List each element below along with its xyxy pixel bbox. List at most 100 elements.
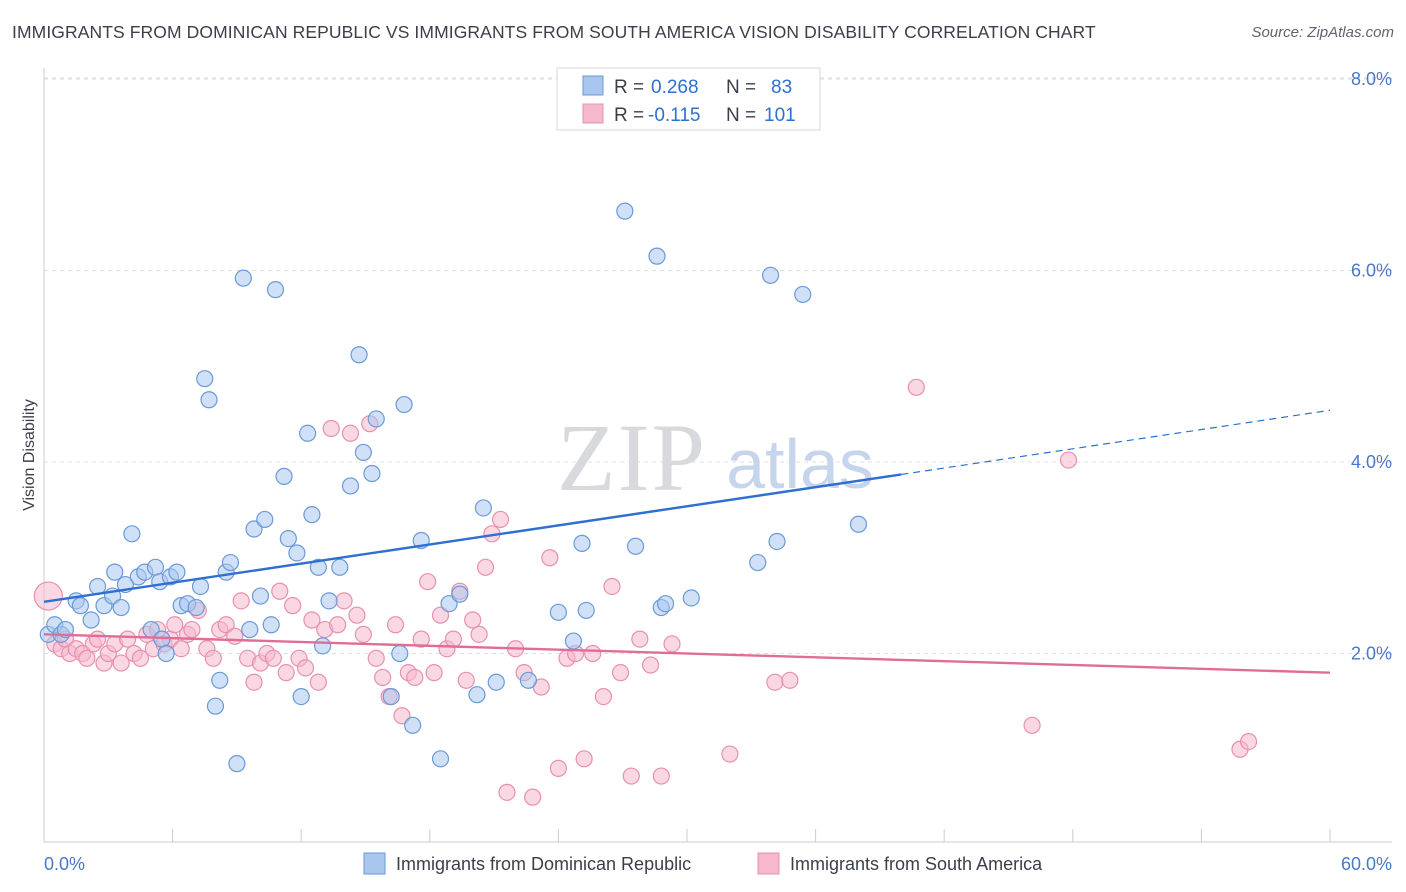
south-america-point-85 xyxy=(603,577,621,596)
dominican-point-5 xyxy=(71,597,90,615)
south-america-point-23 xyxy=(172,640,190,658)
dominican-point-52 xyxy=(350,346,368,364)
dominican-point-53 xyxy=(354,443,372,462)
dominican-point-69 xyxy=(564,632,583,650)
south-america-point-79 xyxy=(549,759,568,778)
dominican-point-10 xyxy=(106,563,124,581)
south-america-point-16 xyxy=(131,649,150,667)
south-america-point-89 xyxy=(641,656,660,674)
south-america-point-43 xyxy=(303,611,321,629)
south-america-point-22 xyxy=(166,616,184,634)
south-america-point-56 xyxy=(386,616,405,634)
dominican-point-30 xyxy=(211,671,229,689)
dominican-point-40 xyxy=(266,281,285,299)
south-america-point-95 xyxy=(907,378,925,396)
dominican-point-41 xyxy=(275,467,293,485)
south-america-point-32 xyxy=(232,592,250,610)
dominican-point-77 xyxy=(682,589,700,607)
dominican-point-66 xyxy=(487,673,505,691)
south-america-point-39 xyxy=(277,664,295,682)
dominican-point-36 xyxy=(245,520,263,538)
legend-r-value-1: 0.268 xyxy=(651,77,699,98)
dominican-point-78 xyxy=(749,553,767,572)
dominican-point-63 xyxy=(451,585,469,603)
south-america-point-59 xyxy=(406,668,424,687)
south-america-point-92 xyxy=(721,745,739,763)
dominican-point-46 xyxy=(303,506,321,524)
south-america-point-50 xyxy=(348,606,366,624)
dominican-point-29 xyxy=(206,697,225,715)
south-america-point-94 xyxy=(781,671,799,689)
chart-source: Source: ZipAtlas.com xyxy=(1251,24,1394,41)
south-america-point-13 xyxy=(112,654,130,672)
south-america-point-7 xyxy=(78,649,96,667)
legend-swatch-blue xyxy=(582,75,604,96)
legend-r-label-1: R = xyxy=(614,77,644,98)
south-america-point-82 xyxy=(575,750,593,768)
y-tick-label-2: 2.0% xyxy=(1351,644,1392,664)
south-america-point-48 xyxy=(335,592,353,610)
bottom-legend-label-2: Immigrants from South America xyxy=(790,854,1043,874)
south-america-point-61 xyxy=(419,573,437,591)
south-america-point-78 xyxy=(541,549,559,567)
dominican-trend-extension xyxy=(901,409,1331,476)
dominican-point-38 xyxy=(256,510,274,529)
dominican-point-27 xyxy=(196,370,214,388)
y-tick-label-6: 6.0% xyxy=(1351,261,1392,281)
dominican-point-22 xyxy=(168,563,186,581)
south-america-point-97 xyxy=(1059,451,1078,469)
south-america-point-9 xyxy=(88,630,107,648)
dominican-point-6 xyxy=(82,611,100,629)
dominican-point-81 xyxy=(794,285,812,304)
south-america-point-46 xyxy=(322,419,340,438)
south-america-point-60 xyxy=(412,630,430,648)
south-america-point-44 xyxy=(309,673,327,691)
dominican-point-72 xyxy=(616,202,634,220)
trend-layer xyxy=(43,409,1331,674)
dominican-point-55 xyxy=(367,410,385,428)
y-tick-label-8: 8.0% xyxy=(1351,69,1392,89)
south-america-point-62 xyxy=(425,664,443,682)
south-america-point-63 xyxy=(431,606,450,624)
dominican-point-67 xyxy=(519,671,537,689)
south-america-point-42 xyxy=(296,659,315,677)
legend-n-value-2: 101 xyxy=(764,105,796,126)
dominican-point-73 xyxy=(626,537,645,555)
y-tick-label-4: 4.0% xyxy=(1351,452,1392,472)
dominican-point-42 xyxy=(279,529,297,548)
dominican-point-59 xyxy=(404,716,422,734)
legend-n-label-2: N = xyxy=(726,105,756,126)
dominican-point-61 xyxy=(431,750,450,768)
legend-r-label-2: R = xyxy=(614,105,644,126)
south-america-point-73 xyxy=(498,783,516,801)
dominican-point-64 xyxy=(468,686,486,704)
dominican-point-26 xyxy=(191,577,210,596)
south-america-point-38 xyxy=(271,582,289,600)
dominican-point-54 xyxy=(363,464,381,483)
dominican-point-39 xyxy=(262,616,280,634)
y-axis-label: Vision Disability xyxy=(21,399,38,511)
south-america-point-93 xyxy=(766,673,784,691)
south-america-point-68 xyxy=(464,611,482,629)
south-america-point-87 xyxy=(622,767,640,785)
south-america-point-57 xyxy=(393,707,411,725)
south-america-point-99 xyxy=(1239,732,1258,751)
south-america-point-65 xyxy=(444,630,462,648)
dominican-point-80 xyxy=(768,532,786,551)
dominican-point-70 xyxy=(573,534,591,552)
south-america-point-51 xyxy=(354,625,372,643)
tick-layer: 2.0% 4.0% 6.0% 8.0% xyxy=(43,69,1392,842)
dominican-point-62 xyxy=(440,595,458,613)
dominican-point-74 xyxy=(648,247,666,265)
south-america-point-31 xyxy=(226,627,244,645)
south-america-point-69 xyxy=(470,625,488,643)
dominican-point-58 xyxy=(395,395,413,414)
south-america-point-34 xyxy=(245,673,263,691)
bottom-legend-swatch-pink xyxy=(757,852,780,875)
south-america-point-0 xyxy=(33,581,63,611)
dominican-point-13 xyxy=(123,525,141,543)
dominican-point-20 xyxy=(157,644,175,663)
dominican-point-56 xyxy=(382,687,400,706)
dominican-point-25 xyxy=(187,598,205,617)
legend-r-value-2: -0.115 xyxy=(648,105,700,126)
